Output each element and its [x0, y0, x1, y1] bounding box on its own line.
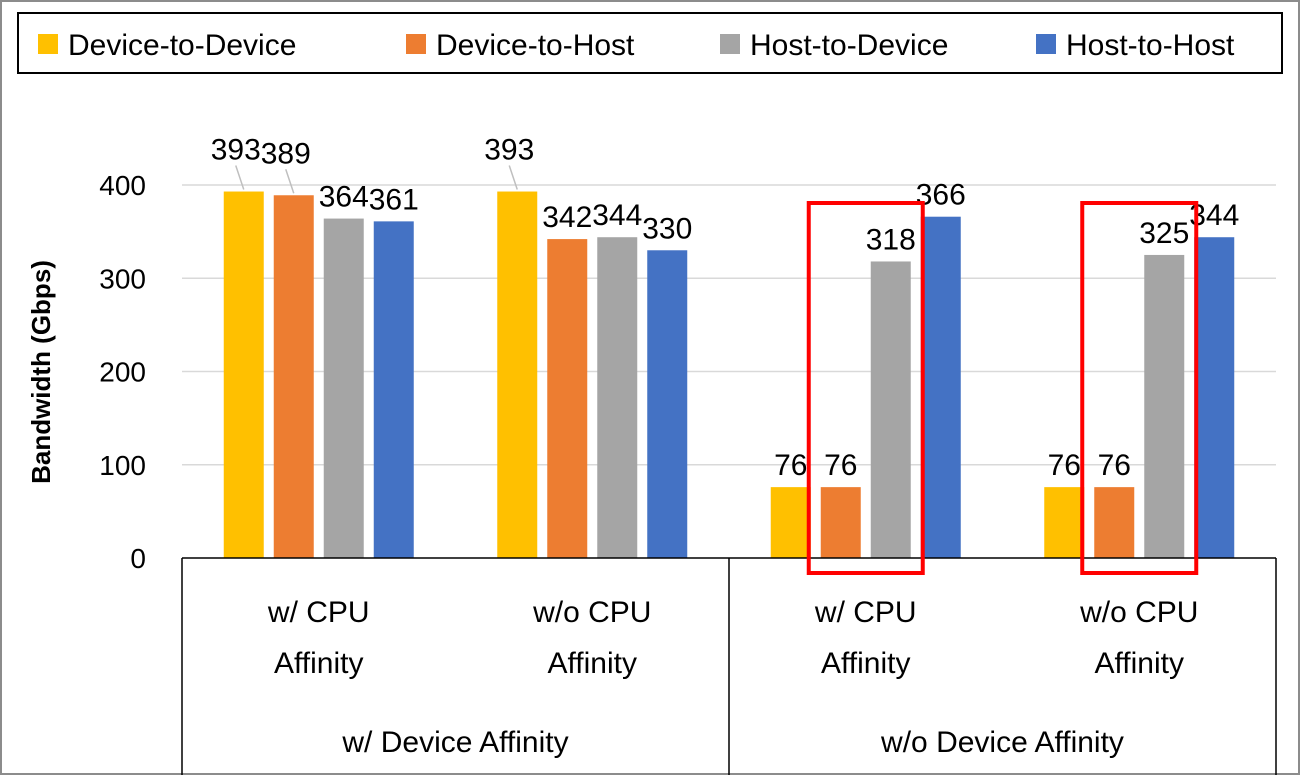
data-label-device-to-device-3: 76 — [774, 449, 807, 482]
data-label-device-to-device-1: 393 — [211, 134, 261, 167]
highlight-box-1 — [806, 201, 925, 575]
category-label-2-line2: Affinity — [548, 647, 638, 680]
legend-swatch-device-to-device — [38, 34, 58, 54]
data-label-device-to-host-3: 76 — [824, 449, 857, 482]
y-axis: 0 100 200 300 400 — [99, 170, 146, 574]
category-label-4-line2: Affinity — [1095, 647, 1185, 680]
bar-device-to-device-2 — [497, 191, 538, 558]
leader-line-device-to-device-2 — [508, 165, 518, 190]
leader-line-device-to-host-1 — [285, 169, 295, 194]
legend-label-host-to-host: Host-to-Host — [1066, 29, 1235, 62]
data-label-device-to-host-2: 342 — [542, 201, 592, 234]
category-label-3-line2: Affinity — [821, 647, 911, 680]
gridlines — [182, 184, 1276, 466]
highlight-box-2 — [1080, 201, 1199, 575]
data-label-device-to-host-4: 76 — [1098, 449, 1131, 482]
category-label-4-line1: w/o CPU — [1079, 596, 1198, 629]
data-label-device-to-device-2: 393 — [484, 134, 534, 167]
data-label-host-to-device-1: 364 — [319, 181, 369, 214]
y-tick-label-100: 100 — [99, 450, 146, 481]
data-label-host-to-device-4: 325 — [1139, 217, 1189, 250]
bar-host-to-device-3 — [870, 261, 911, 558]
category-label-2-line1: w/o CPU — [532, 596, 651, 629]
data-label-device-to-host-1: 389 — [261, 137, 311, 170]
bar-device-to-device-4 — [1044, 487, 1085, 558]
category-label-1-line1: w/ CPU — [267, 596, 370, 629]
bar-device-to-device-3 — [770, 487, 811, 558]
group-label-w-o-device-affinity: w/o Device Affinity — [880, 726, 1124, 759]
y-tick-label-0: 0 — [130, 543, 146, 574]
y-tick-label-200: 200 — [99, 357, 146, 388]
highlight-boxes — [806, 201, 1199, 575]
leader-line-device-to-device-1 — [235, 165, 245, 190]
bars — [223, 191, 1235, 558]
bar-host-to-device-2 — [597, 237, 638, 558]
data-label-host-to-host-2: 330 — [642, 212, 692, 245]
bar-device-to-host-1 — [273, 195, 314, 558]
group-label-w-device-affinity: w/ Device Affinity — [341, 726, 568, 759]
category-label-1-line2: Affinity — [274, 647, 364, 680]
data-label-host-to-device-2: 344 — [592, 199, 642, 232]
bar-host-to-host-3 — [920, 216, 961, 558]
bar-host-to-device-1 — [323, 218, 364, 558]
legend-label-device-to-host: Device-to-Host — [436, 29, 635, 62]
y-tick-label-400: 400 — [99, 170, 146, 201]
bar-device-to-device-1 — [223, 191, 264, 558]
legend-swatch-host-to-host — [1036, 34, 1056, 54]
data-label-device-to-device-4: 76 — [1048, 449, 1081, 482]
legend-label-host-to-device: Host-to-Device — [750, 29, 948, 62]
x-axis: w/ CPU Affinity w/o CPU Affinity w/ CPU Affin… — [181, 557, 1277, 775]
legend-label-device-to-device: Device-to-Device — [68, 29, 296, 62]
data-label-host-to-device-3: 318 — [866, 223, 916, 256]
category-label-3-line1: w/ CPU — [814, 596, 917, 629]
bar-host-to-host-4 — [1194, 237, 1235, 558]
legend: Device-to-Device Device-to-Host Host-to-De… — [17, 12, 1283, 74]
bar-host-to-device-4 — [1144, 254, 1185, 558]
bar-device-to-host-3 — [820, 487, 861, 558]
legend-swatch-host-to-device — [720, 34, 740, 54]
bar-host-to-host-1 — [373, 221, 414, 558]
data-label-host-to-host-1: 361 — [369, 183, 419, 216]
legend-swatch-device-to-host — [406, 34, 426, 54]
bar-device-to-host-4 — [1094, 487, 1135, 558]
y-axis-title: Bandwidth (Gbps) — [26, 260, 56, 484]
y-tick-label-300: 300 — [99, 263, 146, 294]
bar-host-to-host-2 — [647, 250, 688, 558]
bar-device-to-host-2 — [547, 239, 588, 558]
legend-box — [17, 12, 1283, 74]
